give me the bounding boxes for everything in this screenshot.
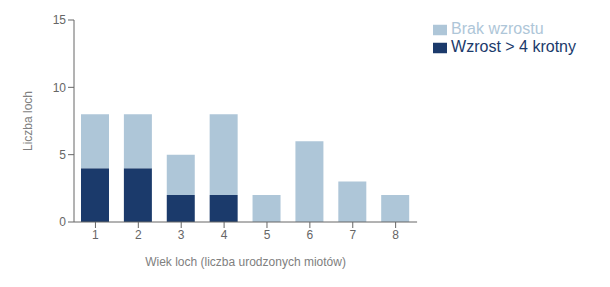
svg-text:15: 15 (53, 13, 67, 27)
svg-text:3: 3 (178, 228, 185, 242)
svg-text:4: 4 (221, 228, 228, 242)
svg-text:2: 2 (135, 228, 142, 242)
html-text:Brak wzrostu: Brak wzrostu (451, 20, 544, 37)
svg-text:1: 1 (92, 228, 99, 242)
svg-text:5: 5 (264, 228, 271, 242)
svg-text:5: 5 (59, 148, 66, 162)
svg-text:7: 7 (349, 228, 356, 242)
html-text:Wzrost > 4 krotny: Wzrost > 4 krotny (451, 38, 576, 55)
svg-text:10: 10 (53, 81, 67, 95)
svg-text:6: 6 (307, 228, 314, 242)
svg-text:Liczba loch: Liczba loch (21, 91, 35, 151)
svg-text:0: 0 (59, 215, 66, 229)
svg-text:Wiek loch (liczba urodzonych m: Wiek loch (liczba urodzonych miotów) (145, 255, 346, 269)
svg-text:8: 8 (392, 228, 399, 242)
